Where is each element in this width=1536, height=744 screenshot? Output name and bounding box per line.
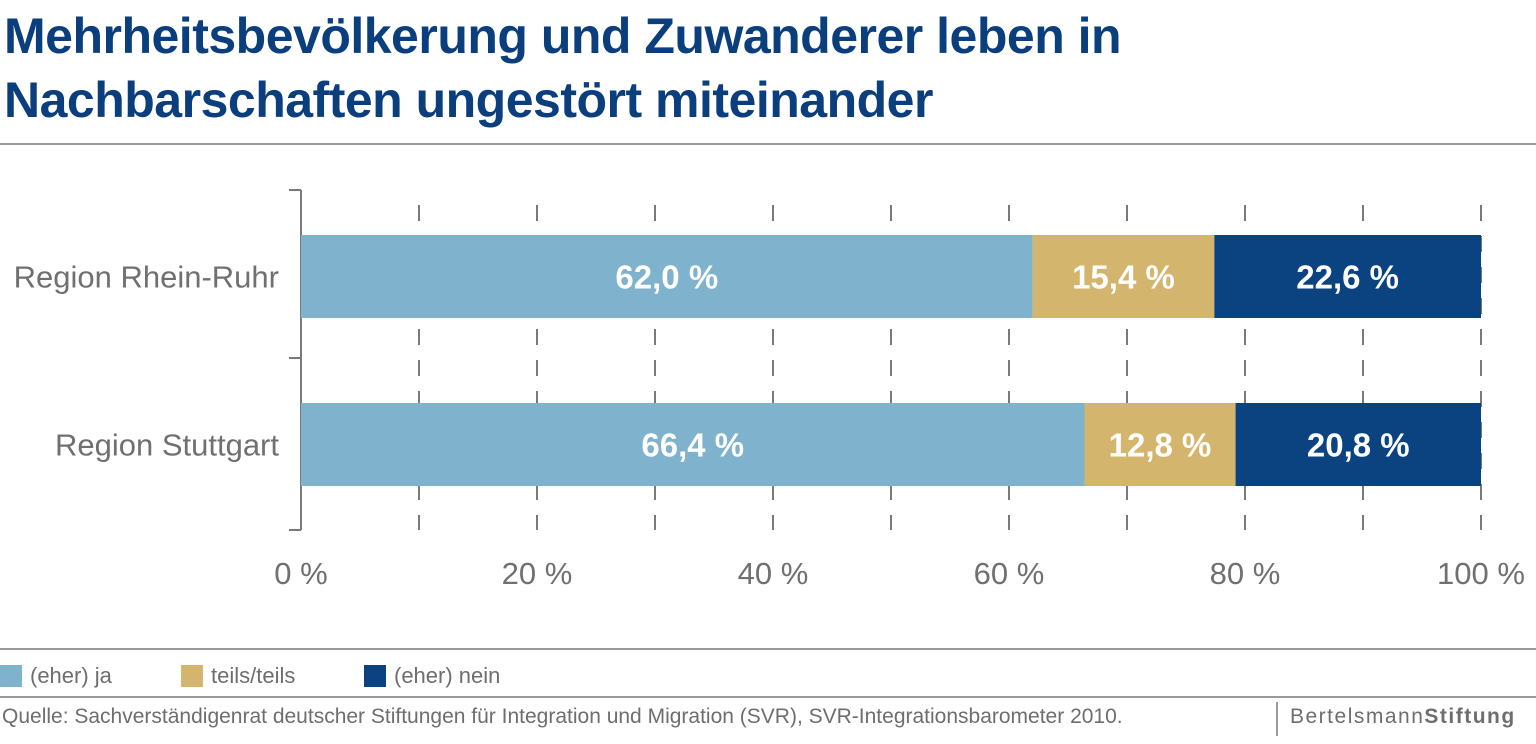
legend-divider-top <box>0 648 1536 650</box>
bar-1-series-2 <box>1032 235 1215 318</box>
legend-label-eher-ja: (eher) ja <box>30 663 112 688</box>
chart-title-line-1: Mehrheitsbevölkerung und Zuwanderer lebe… <box>4 8 1122 64</box>
x-tick-label-0: 0 % <box>274 556 327 590</box>
data-label-2-series-1: 66,4 % <box>641 427 744 464</box>
bar-2-series-1 <box>301 403 1085 486</box>
legend-item-eher-ja: (eher) ja <box>0 662 112 690</box>
bar-2-series-2 <box>1084 403 1236 486</box>
source-note: Quelle: Sachverständigenrat deutscher St… <box>2 705 1123 728</box>
category-label-1: Region Rhein-Ruhr <box>14 260 279 295</box>
stacked-bar-chart: 62,0 % 15,4 % 22,6 % Region Rhein-Ruhr 66,4 … <box>14 189 1525 590</box>
legend-item-eher-nein: (eher) nein <box>364 662 500 690</box>
legend-label-teils-teils: teils/teils <box>211 663 296 688</box>
x-tick-label-80: 80 % <box>1210 556 1281 590</box>
brand-logo: BertelsmannStiftung <box>1290 705 1516 729</box>
bar-1-series-3 <box>1214 235 1481 318</box>
x-tick-label-100: 100 % <box>1437 556 1525 590</box>
data-label-2-series-3: 20,8 % <box>1307 427 1410 464</box>
legend-item-teils-teils: teils/teils <box>181 662 295 690</box>
data-label-1-series-2: 15,4 % <box>1072 259 1175 296</box>
legend-swatch-eher-nein <box>364 665 386 687</box>
legend-swatch-teils-teils <box>181 665 203 687</box>
data-label-1-series-1: 62,0 % <box>615 259 718 296</box>
x-tick-label-60: 60 % <box>974 556 1045 590</box>
brand-name-regular: Bertelsmann <box>1290 705 1425 728</box>
legend-label-eher-nein: (eher) nein <box>394 663 501 688</box>
data-label-1-series-3: 22,6 % <box>1296 259 1399 296</box>
bar-2-series-3 <box>1235 403 1481 486</box>
legend: (eher) ja teils/teils (eher) nein <box>0 658 1536 694</box>
title-divider <box>0 143 1536 145</box>
x-tick-label-20: 20 % <box>502 556 573 590</box>
legend-divider-bottom <box>0 696 1536 698</box>
chart-title-line-2: Nachbarschaften ungestört miteinander <box>4 72 933 128</box>
x-tick-label-40: 40 % <box>738 556 809 590</box>
bar-1-series-1 <box>301 235 1033 318</box>
chart-title: Mehrheitsbevölkerung und Zuwanderer lebe… <box>4 4 1504 132</box>
category-label-2: Region Stuttgart <box>55 428 279 463</box>
brand-name-bold: Stiftung <box>1424 705 1516 728</box>
brand-separator <box>1276 702 1278 736</box>
legend-swatch-eher-ja <box>0 665 22 687</box>
data-label-2-series-2: 12,8 % <box>1109 427 1212 464</box>
